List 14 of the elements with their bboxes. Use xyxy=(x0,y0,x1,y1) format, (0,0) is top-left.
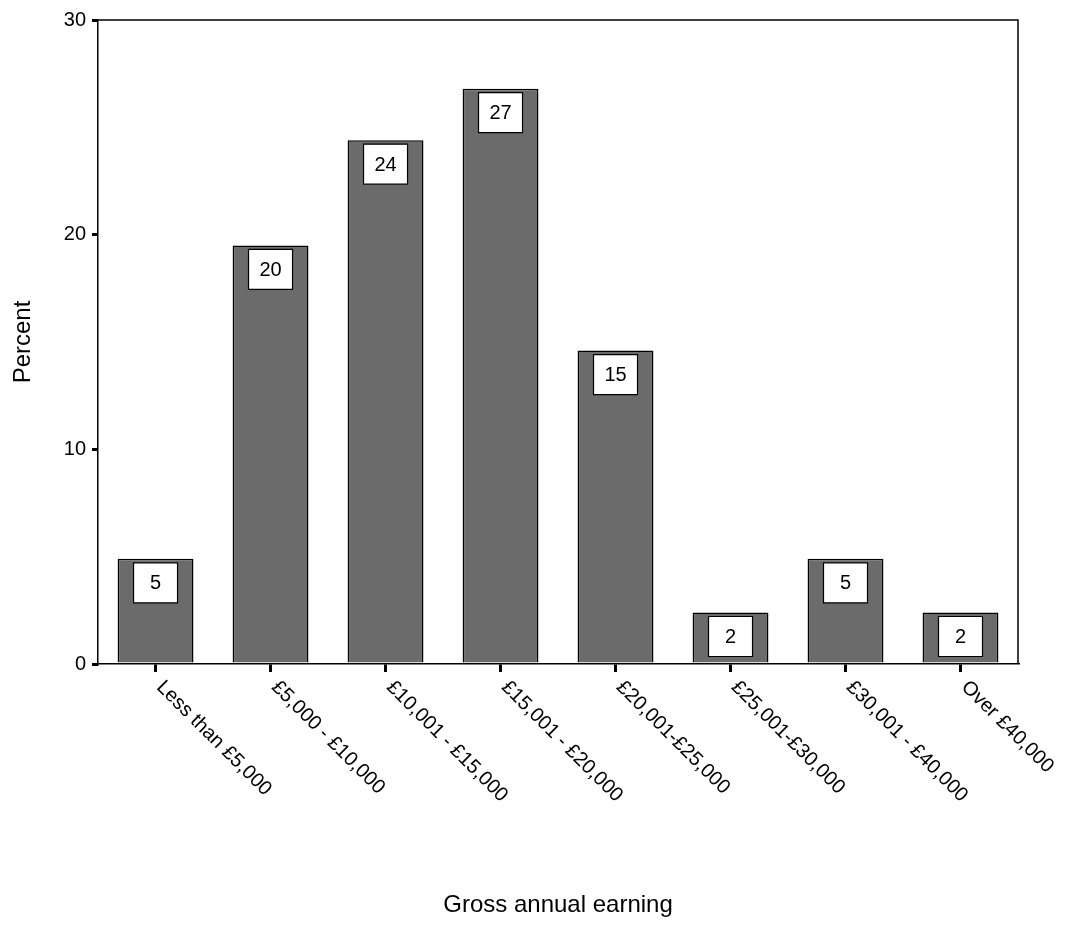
y-tick-label: 10 xyxy=(63,436,87,459)
y-tick-label: 0 xyxy=(74,651,87,674)
data-label: 15 xyxy=(604,363,627,386)
data-label: 2 xyxy=(954,625,967,647)
y-tick-label: 30 xyxy=(63,7,87,30)
data-label: 5 xyxy=(839,571,852,594)
y-axis-title: Percent xyxy=(8,300,36,384)
data-label: 24 xyxy=(374,152,397,175)
x-axis-title: Gross annual earning xyxy=(443,889,673,917)
data-label: 27 xyxy=(489,101,512,124)
y-tick-label: 20 xyxy=(63,222,87,245)
data-label: 5 xyxy=(149,571,162,594)
data-label: 20 xyxy=(259,257,282,280)
data-label: 2 xyxy=(724,625,737,647)
